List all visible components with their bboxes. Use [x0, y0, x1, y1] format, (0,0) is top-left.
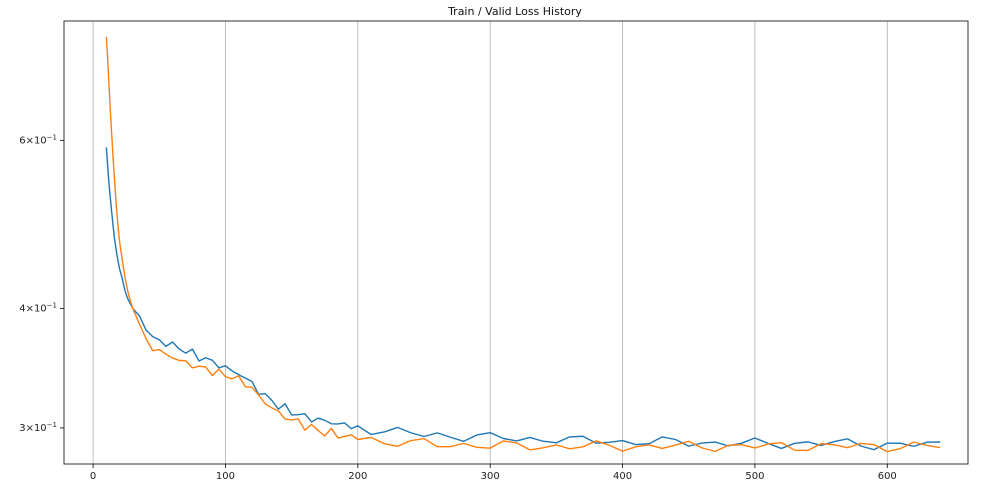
y-tick-label: 3×10−1 — [19, 421, 57, 434]
grid-layer — [92, 21, 888, 464]
plot-frame — [63, 20, 969, 465]
x-tick-label: 300 — [481, 471, 500, 482]
y-tick-label: 6×10−1 — [19, 133, 57, 146]
chart-title: Train / Valid Loss History — [447, 5, 582, 18]
x-tick-label: 100 — [216, 471, 235, 482]
x-tick-label: 0 — [90, 471, 96, 482]
series-line-1 — [105, 147, 941, 451]
x-tick-label: 500 — [745, 471, 764, 482]
y-axis: 6×10−1 4×10−1 3×10−1 — [19, 133, 64, 434]
y-tick-label: 4×10−1 — [19, 302, 57, 315]
x-tick-label: 400 — [613, 471, 632, 482]
x-tick-label: 600 — [878, 471, 897, 482]
series-line-2 — [105, 36, 941, 453]
series-layer — [105, 36, 941, 453]
x-tick-label: 200 — [348, 471, 367, 482]
x-axis: 0 100 200 300 400 500 600 — [90, 464, 897, 482]
